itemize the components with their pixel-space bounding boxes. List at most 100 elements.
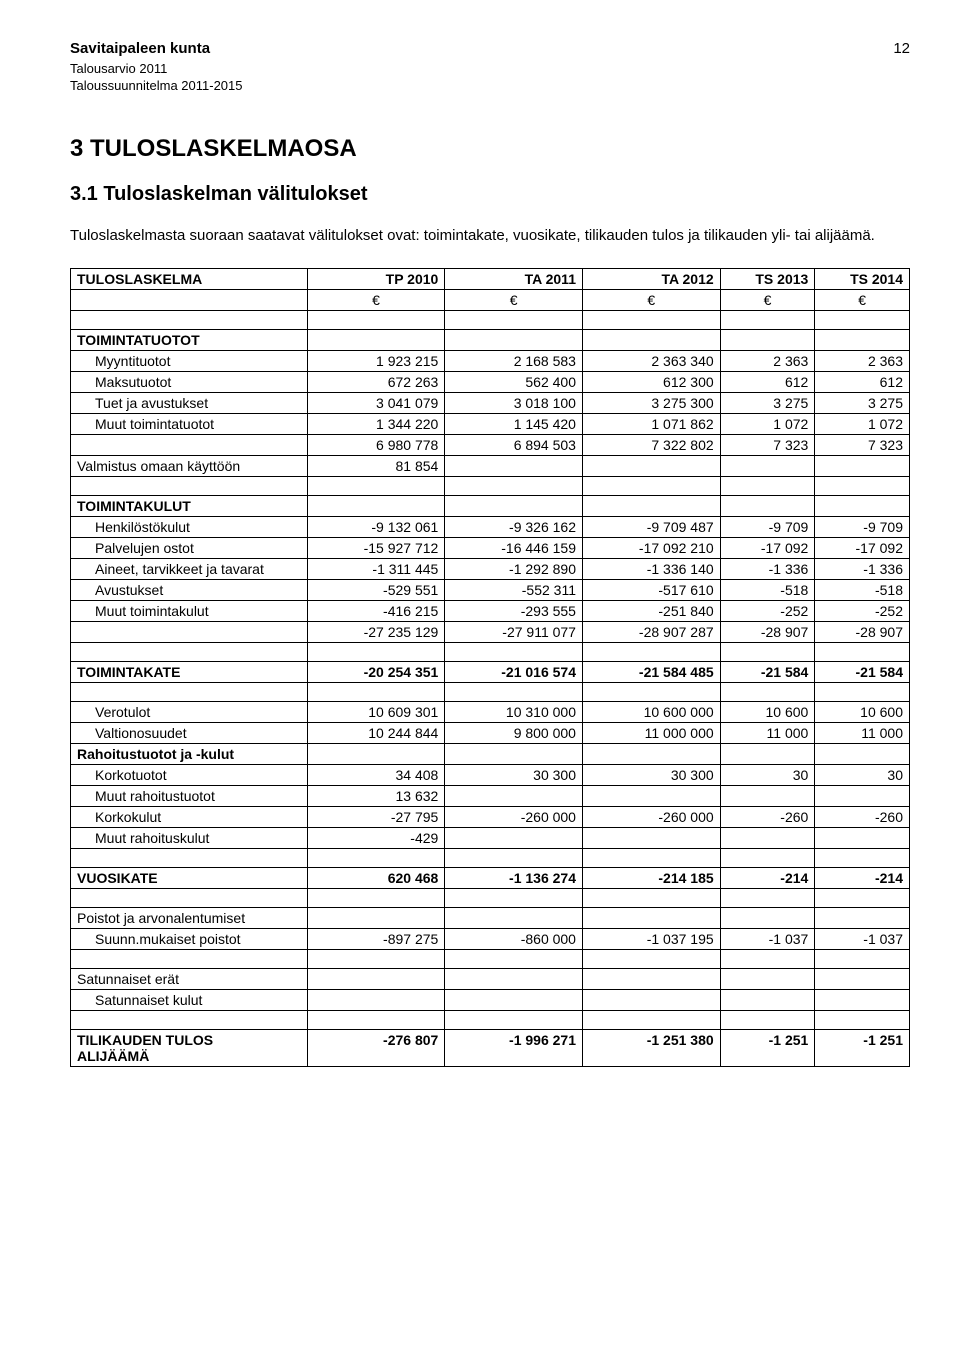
table-cell [71,889,308,908]
table-cell: -17 092 210 [582,538,720,559]
table-cell: 10 310 000 [445,702,583,723]
table-row: Palvelujen ostot-15 927 712-16 446 159-1… [71,538,910,559]
table-cell: -214 [815,868,910,889]
table-cell: -1 311 445 [307,559,445,580]
table-cell [582,643,720,662]
table-row [71,849,910,868]
table-cell: Aineet, tarvikkeet ja tavarat [71,559,308,580]
table-cell [445,496,583,517]
table-cell: -1 336 [720,559,815,580]
table-row: Henkilöstökulut-9 132 061-9 326 162 -9 70… [71,517,910,538]
table-cell: 13 632 [307,786,445,807]
table-cell [815,456,910,477]
table-cell: € [307,290,445,311]
table-cell: -1 037 [720,929,815,950]
table-cell [71,950,308,969]
table-cell: 10 600 000 [582,702,720,723]
table-cell [445,477,583,496]
table-cell: -260 000 [582,807,720,828]
table-cell [445,969,583,990]
table-cell: 10 600 [815,702,910,723]
table-cell: -1 292 890 [445,559,583,580]
table-cell [445,786,583,807]
table-row: Muut rahoitustuotot13 632 [71,786,910,807]
table-cell [445,1011,583,1030]
table-cell: Muut toimintakulut [71,601,308,622]
table-cell [720,990,815,1011]
table-cell: 6 894 503 [445,435,583,456]
table-cell [445,683,583,702]
table-cell: -21 584 [720,662,815,683]
table-cell [71,290,308,311]
table-row: Satunnaiset kulut [71,990,910,1011]
table-cell: -9 132 061 [307,517,445,538]
table-cell: 1 344 220 [307,414,445,435]
table-cell: 1 072 [720,414,815,435]
table-cell: 1 071 862 [582,414,720,435]
table-cell [307,950,445,969]
table-cell: 11 000 [720,723,815,744]
table-cell: 562 400 [445,372,583,393]
table-cell: Muut rahoituskulut [71,828,308,849]
table-row: TOIMINTAKATE-20 254 351-21 016 574-21 58… [71,662,910,683]
table-row: €€€€€ [71,290,910,311]
table-cell [582,990,720,1011]
table-row [71,311,910,330]
table-cell [582,744,720,765]
table-cell: 10 600 [720,702,815,723]
table-cell: 9 800 000 [445,723,583,744]
table-row: Aineet, tarvikkeet ja tavarat-1 311 445-… [71,559,910,580]
table-cell: Korkokulut [71,807,308,828]
table-cell: -416 215 [307,601,445,622]
table-cell [815,643,910,662]
table-cell [720,908,815,929]
header-left: Savitaipaleen kunta Talousarvio 2011 Tal… [70,40,243,95]
table-cell [815,744,910,765]
table-cell [307,477,445,496]
table-cell: 7 323 [720,435,815,456]
table-row: Valtionosuudet10 244 8449 800 00011 000 … [71,723,910,744]
table-cell: -9 709 [720,517,815,538]
document-page: Savitaipaleen kunta Talousarvio 2011 Tal… [0,0,960,1358]
page-header: Savitaipaleen kunta Talousarvio 2011 Tal… [70,40,910,95]
table-cell [582,786,720,807]
table-cell: TS 2013 [720,269,815,290]
table-row: TILIKAUDEN TULOSALIJÄÄMÄ-276 807-1 996 2… [71,1030,910,1067]
table-cell [71,477,308,496]
table-cell: -897 275 [307,929,445,950]
table-cell: 81 854 [307,456,445,477]
table-cell: -1 037 195 [582,929,720,950]
table-cell: 612 [720,372,815,393]
table-cell [582,828,720,849]
table-cell: Valmistus omaan käyttöön [71,456,308,477]
table-cell [720,330,815,351]
table-cell [445,908,583,929]
table-cell: -9 709 [815,517,910,538]
table-cell: -1 336 140 [582,559,720,580]
table-row: TOIMINTAKULUT [71,496,910,517]
table-cell [445,643,583,662]
table-cell: € [582,290,720,311]
table-cell: TOIMINTAKULUT [71,496,308,517]
table-cell [815,990,910,1011]
table-cell: Rahoitustuotot ja -kulut [71,744,308,765]
table-cell: TILIKAUDEN TULOSALIJÄÄMÄ [71,1030,308,1067]
table-cell [307,990,445,1011]
table-cell: -251 840 [582,601,720,622]
table-cell: -27 911 077 [445,622,583,643]
table-cell: -9 326 162 [445,517,583,538]
table-cell [307,330,445,351]
table-cell [815,311,910,330]
table-cell [582,683,720,702]
table-cell [720,744,815,765]
table-cell [71,622,308,643]
table-cell: -214 [720,868,815,889]
table-cell [445,828,583,849]
table-cell [815,683,910,702]
table-cell: Henkilöstökulut [71,517,308,538]
table-cell [815,828,910,849]
table-row [71,950,910,969]
org-name: Savitaipaleen kunta [70,40,243,57]
table-cell [582,908,720,929]
table-cell [582,969,720,990]
